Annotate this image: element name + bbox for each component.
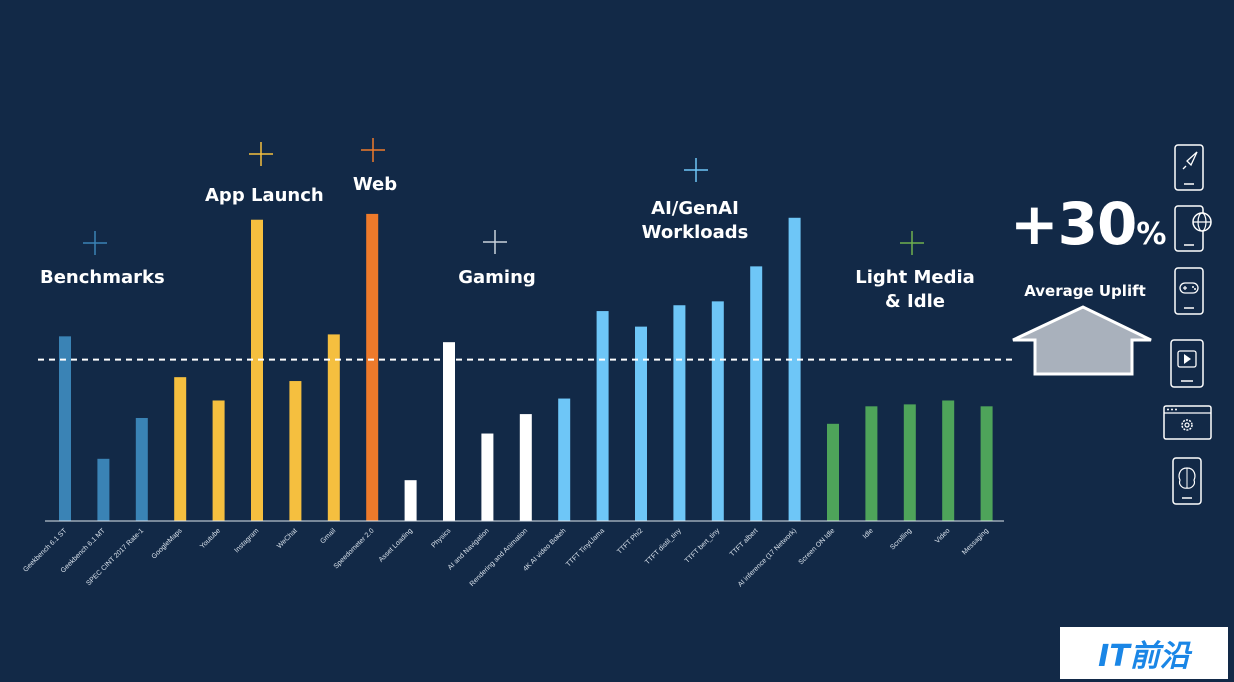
- uplift-number: +30: [1010, 190, 1137, 258]
- bar-0: [59, 336, 71, 521]
- group-label-ai-genai: AI/GenAI Workloads: [641, 198, 749, 243]
- x-tick-label: Gmail: [319, 527, 337, 545]
- x-tick-label: TTFT distil_tiny: [644, 527, 683, 566]
- x-tick-label: Physics: [430, 527, 452, 549]
- bar-7: [327, 334, 340, 521]
- bar-21: [865, 406, 878, 521]
- uplift-arrow: [1012, 305, 1152, 376]
- bar-18: [750, 266, 763, 521]
- play-icon: [1168, 338, 1208, 395]
- x-tick-label: Speedometer 2.0: [333, 527, 376, 570]
- bar-4: [212, 400, 225, 521]
- x-tick-label: Instagram: [233, 527, 260, 554]
- x-tick-label: TTFT albert: [729, 527, 760, 558]
- bar-6: [289, 381, 302, 521]
- group-label-benchmarks: Benchmarks: [40, 267, 165, 288]
- rocket-icon: [1172, 143, 1212, 198]
- uplift-value: +30%: [1010, 190, 1166, 258]
- gear-icon: [1162, 404, 1214, 447]
- x-tick-label: Screen ON Idle: [798, 527, 837, 566]
- group-label-light-media: Light Media & Idle: [855, 267, 975, 312]
- bar-20: [827, 423, 839, 521]
- x-tick-label: TTFT Phi2: [616, 527, 644, 555]
- x-tick-label: Scrolling: [889, 527, 913, 551]
- bar-15: [635, 326, 647, 521]
- bar-17: [711, 301, 724, 521]
- x-tick-label: 4K AI video Bokeh: [522, 527, 567, 572]
- bar-24: [980, 406, 993, 521]
- bar-12: [519, 414, 532, 521]
- bar-22: [903, 404, 916, 521]
- x-tick-label: Video: [934, 527, 952, 545]
- bar-11: [481, 433, 494, 521]
- x-tick-label: Youtube: [199, 527, 222, 550]
- x-tick-label: AI and Navigation: [447, 527, 491, 571]
- gamepad-icon: [1172, 266, 1212, 323]
- bar-8: [366, 213, 379, 521]
- x-tick-label: TTFT bert_tiny: [684, 527, 722, 565]
- watermark-logo: IT前沿: [1060, 627, 1228, 679]
- bar-3: [174, 377, 187, 521]
- uplift-label: Average Uplift: [1024, 282, 1146, 300]
- bar-2: [135, 417, 148, 521]
- x-tick-label: WeChat: [276, 527, 299, 550]
- bar-5: [251, 219, 263, 521]
- x-tick-label: Asset Loading: [378, 527, 414, 563]
- brain-icon: [1170, 456, 1210, 513]
- x-tick-label: TTFT TinyLlama: [565, 527, 606, 568]
- bar-14: [596, 311, 609, 521]
- bar-9: [404, 480, 417, 521]
- x-tick-label: Messaging: [961, 527, 990, 556]
- bar-13: [558, 398, 571, 521]
- globe-icon: [1172, 204, 1217, 259]
- x-tick-label: GoogleMaps: [151, 527, 184, 560]
- uplift-unit: %: [1136, 217, 1167, 252]
- group-label-app-launch: App Launch: [205, 185, 324, 206]
- bar-23: [942, 400, 955, 521]
- group-label-gaming: Gaming: [458, 267, 536, 288]
- group-label-web: Web: [352, 174, 398, 195]
- watermark-text: IT前沿: [1098, 639, 1190, 674]
- bar-10: [443, 342, 455, 521]
- bar-1: [97, 458, 110, 521]
- bar-19: [788, 217, 801, 521]
- x-tick-label: Idle: [862, 527, 875, 540]
- bar-16: [673, 305, 686, 521]
